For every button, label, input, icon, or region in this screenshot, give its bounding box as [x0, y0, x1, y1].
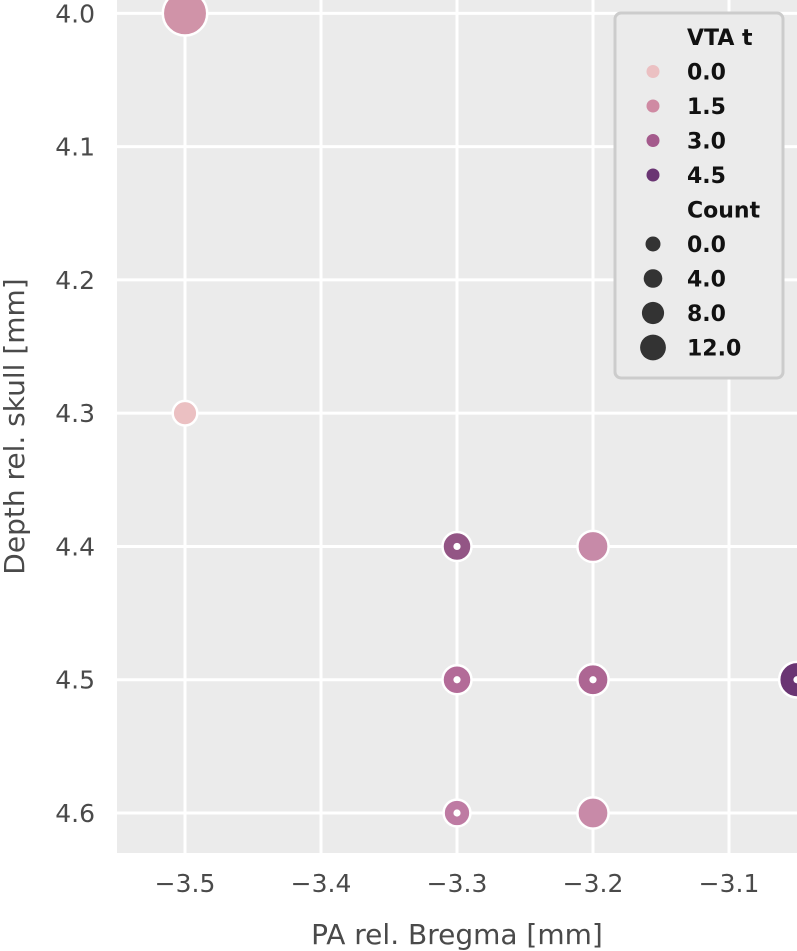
legend-hue-swatch: [646, 65, 660, 78]
legend-size-label: 12.0: [687, 337, 741, 362]
y-tick-label: 4.0: [55, 0, 95, 28]
legend-hue-swatch: [646, 99, 660, 113]
legend-size-swatch: [641, 301, 665, 325]
data-point-center-dot: [793, 676, 797, 684]
legend-size-label: 0.0: [687, 233, 726, 258]
y-tick-label: 4.6: [55, 799, 95, 828]
data-point: [576, 662, 610, 697]
legend-hue-title: VTA t: [687, 26, 753, 51]
legend: VTA t 0.0 1.5 3.0 4.5 Count 0.0 4.0 8.0 12.0: [613, 11, 785, 380]
data-point-circle: [777, 660, 797, 699]
data-point: [171, 399, 199, 427]
legend-hue-swatch: [646, 168, 660, 182]
y-tick-label: 4.4: [55, 532, 95, 561]
data-point: [161, 0, 209, 37]
data-point-circle: [576, 529, 610, 564]
legend-size-swatch: [645, 236, 661, 252]
data-point-circle: [161, 0, 209, 37]
data-point: [441, 663, 473, 696]
data-point: [441, 530, 473, 563]
legend-hue-swatch: [646, 134, 660, 147]
data-point-center-dot: [453, 809, 461, 817]
data-point: [777, 660, 797, 699]
legend-size-label: 8.0: [687, 302, 726, 327]
data-point: [576, 529, 610, 564]
data-point-center-dot: [453, 542, 461, 551]
y-tick-label: 4.1: [55, 133, 95, 162]
x-tick-label: −3.1: [699, 869, 760, 898]
data-point: [576, 796, 610, 830]
legend-size-title: Count: [687, 199, 761, 224]
y-tick-label: 4.2: [55, 266, 95, 295]
data-point: [442, 798, 472, 828]
y-tick-label: 4.3: [55, 399, 95, 428]
x-tick-label: −3.3: [427, 869, 488, 898]
data-point-center-dot: [589, 676, 597, 684]
x-tick-label: −3.5: [155, 869, 216, 898]
x-tick-label: −3.2: [563, 869, 624, 898]
y-axis-label: Depth rel. skull [mm]: [0, 278, 31, 574]
legend-size-swatch: [643, 269, 663, 288]
data-point-circle: [171, 399, 199, 427]
data-point-center-dot: [453, 676, 461, 684]
tick-labels: −3.5 −3.4 −3.3 −3.2 −3.1 4.0 4.1 4.2 4.3 4.4 4.5 4.…: [55, 0, 759, 898]
legend-hue-label: 4.5: [687, 164, 726, 189]
x-tick-label: −3.4: [291, 869, 352, 898]
y-tick-label: 4.5: [55, 666, 95, 695]
legend-size-label: 4.0: [687, 268, 726, 293]
legend-size-swatch: [640, 334, 666, 361]
legend-hue-label: 3.0: [687, 130, 726, 155]
data-point-circle: [576, 796, 610, 830]
x-axis-label: PA rel. Bregma [mm]: [311, 918, 603, 951]
legend-hue-label: 0.0: [687, 61, 726, 86]
data-points: [161, 0, 797, 830]
legend-hue-label: 1.5: [687, 95, 726, 120]
